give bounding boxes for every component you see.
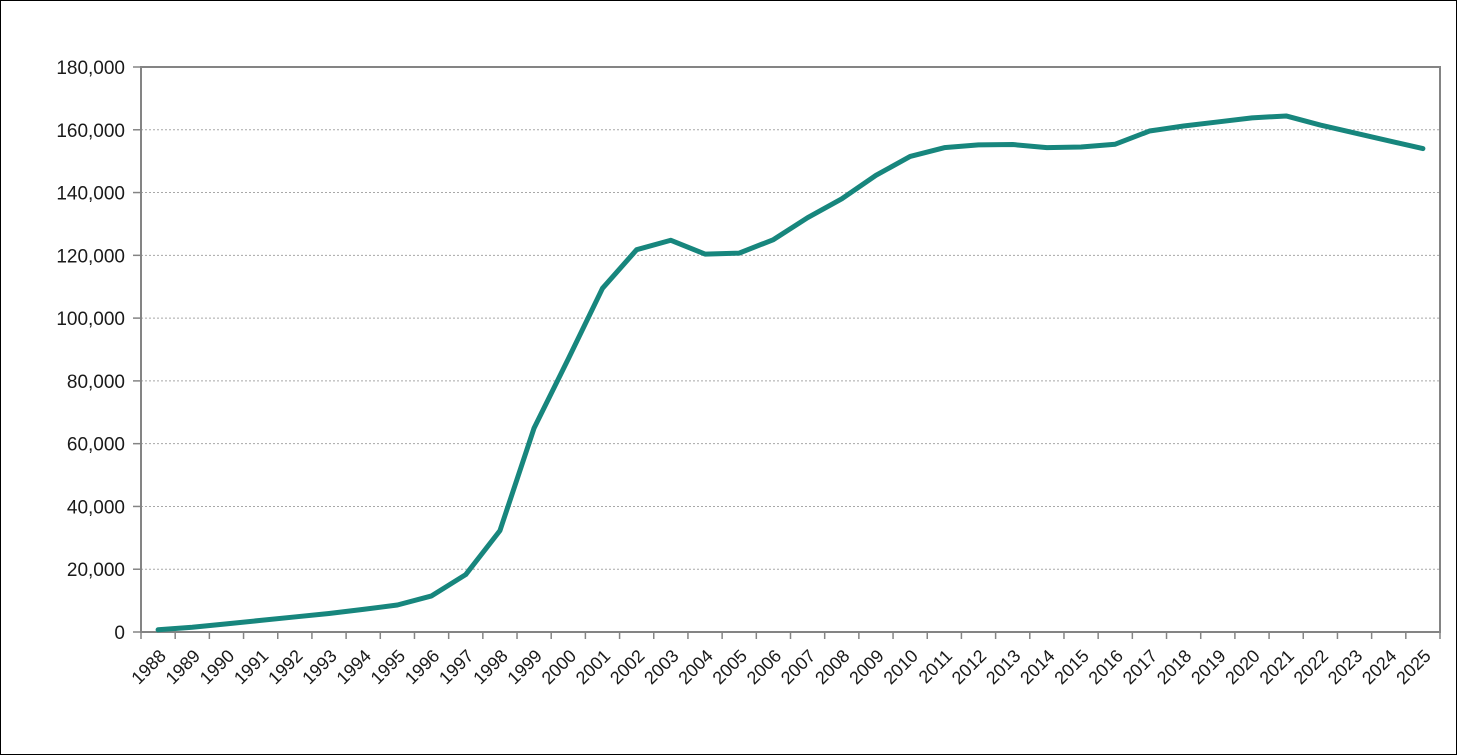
x-axis-label: 1988 [127, 646, 169, 688]
x-axis-label: 1999 [503, 646, 545, 688]
x-axis-label: 1995 [367, 646, 409, 688]
x-axis-label: 2004 [674, 646, 716, 688]
x-axis-label: 2002 [606, 646, 648, 688]
plot-border [140, 66, 1441, 633]
x-axis-label: 2012 [948, 646, 990, 688]
x-axis-label: 2005 [709, 646, 751, 688]
x-axis-label: 2023 [1324, 646, 1366, 688]
y-axis-label: 60,000 [67, 435, 125, 456]
data-line [155, 113, 1426, 633]
x-axis-label: 2021 [1256, 646, 1298, 688]
y-axis-label: 40,000 [67, 497, 125, 518]
y-axis-label: 20,000 [67, 560, 125, 581]
x-axis-label: 2015 [1050, 646, 1092, 688]
y-axis-label: 100,000 [56, 309, 125, 330]
x-axis-label: 2019 [1187, 646, 1229, 688]
x-axis-label: 2017 [1119, 646, 1161, 688]
x-axis-label: 2006 [743, 646, 785, 688]
x-axis-label: 2020 [1221, 646, 1263, 688]
x-axis-label: 1994 [333, 646, 375, 688]
x-axis-label: 1997 [435, 646, 477, 688]
y-axis-label: 120,000 [56, 246, 125, 267]
y-axis-label: 180,000 [56, 58, 125, 79]
x-axis-label: 2014 [1016, 646, 1058, 688]
x-axis-label: 2003 [640, 646, 682, 688]
x-axis-label: 2001 [572, 646, 614, 688]
x-axis-label: 1990 [196, 646, 238, 688]
x-axis-label: 1989 [162, 646, 204, 688]
y-axis-label: 80,000 [67, 372, 125, 393]
x-axis-label: 2016 [1085, 646, 1127, 688]
x-axis-label: 2018 [1153, 646, 1195, 688]
x-axis-label: 2008 [811, 646, 853, 688]
x-axis-label: 1992 [264, 646, 306, 688]
y-axis-label: 0 [114, 623, 125, 644]
x-axis-label: 2024 [1358, 646, 1400, 688]
y-axis-label: 140,000 [56, 184, 125, 205]
x-axis-label: 2007 [777, 646, 819, 688]
x-axis-label: 2000 [538, 646, 580, 688]
x-axis-label: 1996 [401, 646, 443, 688]
x-axis-label: 2009 [845, 646, 887, 688]
x-axis-label: 2013 [982, 646, 1024, 688]
x-axis-label: 2022 [1290, 646, 1332, 688]
x-axis-label: 1993 [298, 646, 340, 688]
x-axis-label: 1991 [230, 646, 272, 688]
y-axis-label: 160,000 [56, 121, 125, 142]
x-axis-label: 2025 [1392, 646, 1434, 688]
x-axis-label: 2011 [915, 646, 957, 688]
x-axis-label: 1998 [469, 646, 511, 688]
x-axis-label: 2010 [880, 646, 922, 688]
